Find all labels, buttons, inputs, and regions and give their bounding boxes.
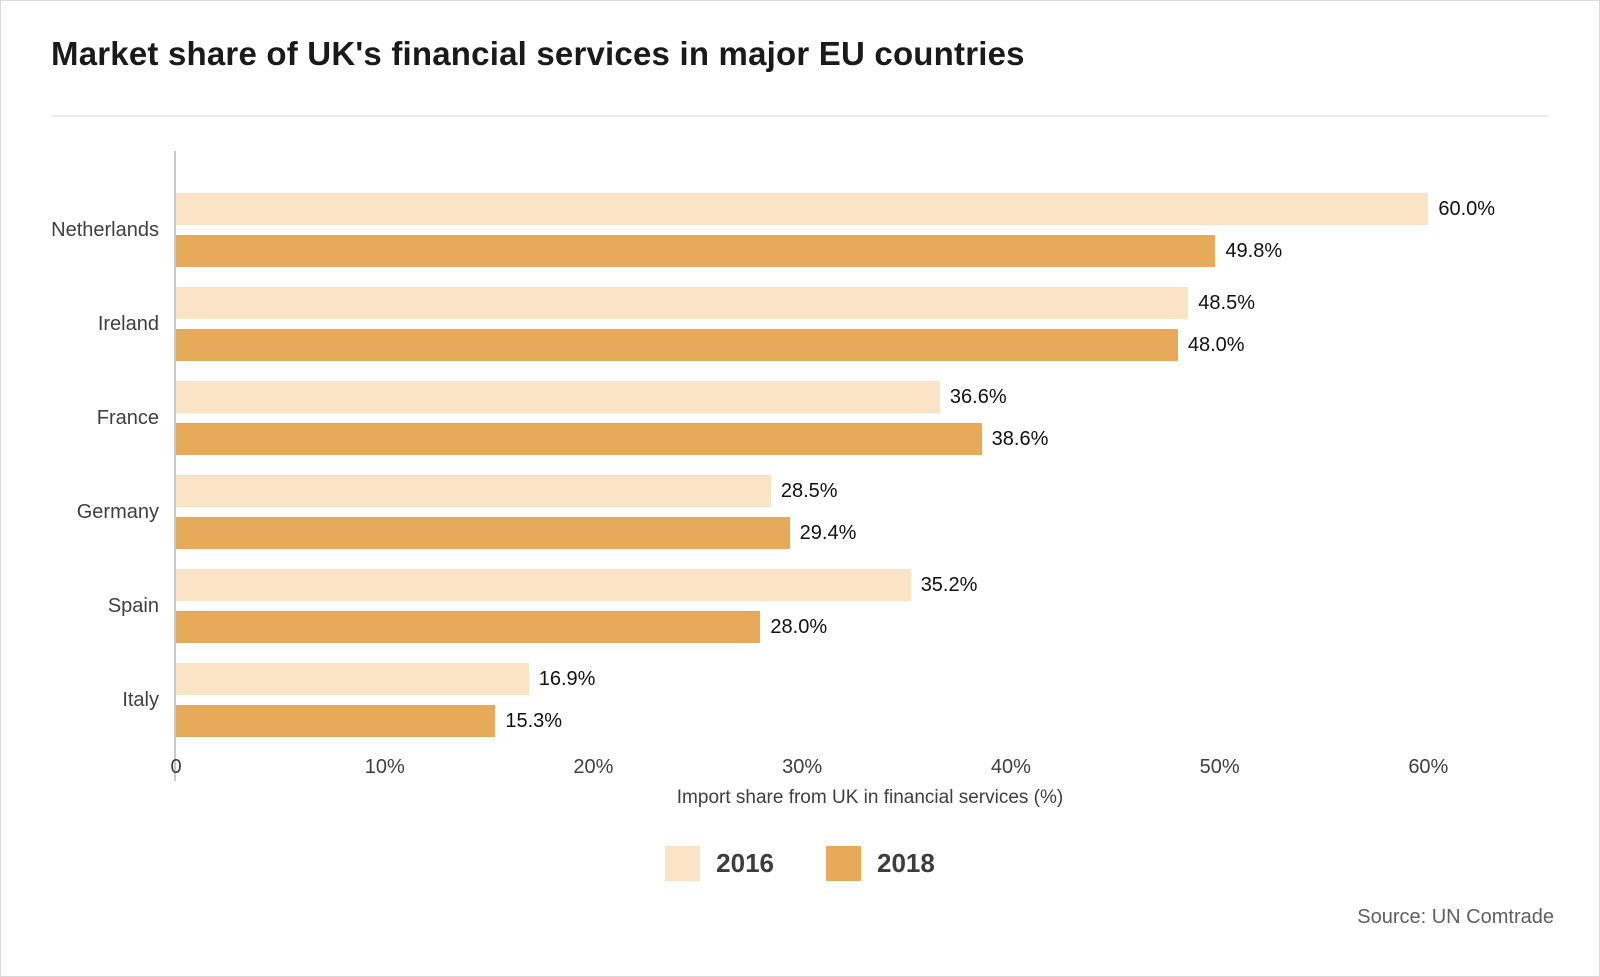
bar-2016-netherlands <box>176 193 1429 225</box>
value-label-2018-netherlands: 49.8% <box>1225 239 1283 262</box>
value-label-2016-ireland: 48.5% <box>1198 291 1256 314</box>
value-label-2018-italy: 15.3% <box>505 709 563 732</box>
bar-row-2016-germany: 28.5% <box>176 475 1564 507</box>
x-tick-50: 50% <box>1199 756 1240 778</box>
category-label-france: France <box>96 406 159 429</box>
legend-label-2018: 2018 <box>877 848 935 878</box>
bar-2018-france <box>176 423 982 455</box>
bar-2016-germany <box>176 475 771 507</box>
legend-swatch-2018 <box>826 846 861 881</box>
value-label-2018-germany: 29.4% <box>799 521 857 544</box>
x-tick-20: 20% <box>573 756 614 778</box>
x-tick-60: 60% <box>1408 756 1449 778</box>
chart-title: Market share of UK's financial services … <box>51 35 1025 72</box>
value-label-2016-spain: 35.2% <box>920 573 978 596</box>
x-tick-40: 40% <box>990 756 1031 778</box>
value-label-2016-netherlands: 60.0% <box>1438 197 1496 220</box>
category-label-germany: Germany <box>76 500 159 523</box>
category-label-ireland: Ireland <box>97 312 159 335</box>
value-label-2018-spain: 28.0% <box>770 615 828 638</box>
source-credit: Source: UN Comtrade <box>1357 906 1554 928</box>
bar-2016-spain <box>176 569 911 601</box>
value-label-2016-italy: 16.9% <box>538 667 596 690</box>
value-label-2016-france: 36.6% <box>949 385 1007 408</box>
bar-2018-germany <box>176 517 790 549</box>
category-label-netherlands: Netherlands <box>51 218 159 241</box>
bar-2018-netherlands <box>176 235 1216 267</box>
bar-row-2016-france: 36.6% <box>176 381 1564 413</box>
bar-2016-france <box>176 381 940 413</box>
legend-label-2016: 2016 <box>716 848 774 878</box>
legend: 2016 2018 <box>1 846 1599 881</box>
bar-row-2016-italy: 16.9% <box>176 663 1564 695</box>
bar-row-2016-spain: 35.2% <box>176 569 1564 601</box>
bar-row-2016-ireland: 48.5% <box>176 287 1564 319</box>
plot-area: Import share from UK in financial servic… <box>170 151 1564 808</box>
legend-swatch-2016 <box>665 846 701 881</box>
bar-2016-italy <box>176 663 529 695</box>
bar-row-2018-france: 38.6% <box>176 423 1564 455</box>
bar-2018-spain <box>176 611 761 643</box>
x-tick-0: 0 <box>170 756 182 778</box>
bar-row-2018-ireland: 48.0% <box>176 329 1564 361</box>
value-label-2016-germany: 28.5% <box>780 479 838 502</box>
x-tick-10: 10% <box>364 756 405 778</box>
y-axis-labels: Netherlands Ireland France Germany Spain Ital… <box>1 151 159 781</box>
bar-2018-ireland <box>176 329 1178 361</box>
legend-item-2018: 2018 <box>826 846 935 881</box>
category-label-italy: Italy <box>122 688 159 711</box>
value-label-2018-france: 38.6% <box>991 427 1049 450</box>
value-label-2018-ireland: 48.0% <box>1187 333 1245 356</box>
bar-2018-italy <box>176 705 496 737</box>
bar-row-2018-netherlands: 49.8% <box>176 235 1564 267</box>
bar-2016-ireland <box>176 287 1189 319</box>
x-tick-30: 30% <box>782 756 823 778</box>
bar-row-2016-netherlands: 60.0% <box>176 193 1564 225</box>
bar-row-2018-spain: 28.0% <box>176 611 1564 643</box>
category-label-spain: Spain <box>107 594 159 617</box>
legend-item-2016: 2016 <box>665 846 774 881</box>
bar-row-2018-germany: 29.4% <box>176 517 1564 549</box>
title-divider <box>51 115 1549 117</box>
bar-row-2018-italy: 15.3% <box>176 705 1564 737</box>
x-axis-title: Import share from UK in financial servic… <box>676 787 1064 808</box>
